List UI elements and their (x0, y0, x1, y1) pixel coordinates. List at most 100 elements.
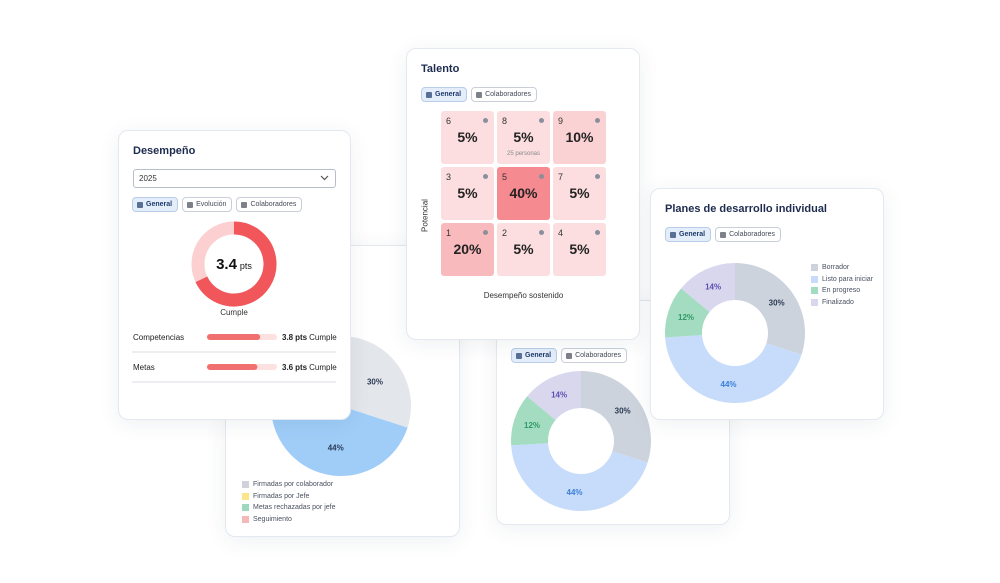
year-select[interactable]: 2025 (133, 169, 336, 188)
tab[interactable]: Colaboradores (715, 227, 781, 242)
matrix-cell: 5 40% (497, 167, 550, 220)
cell-box: 3 (446, 172, 452, 182)
chart-svg: 30% 44% 12% 14% (511, 371, 651, 512)
cell-value: 20% (453, 241, 482, 257)
tab[interactable]: General (665, 227, 712, 242)
desempeno-card: Desempeño 2025 General Evolución Colaborad… (118, 130, 351, 420)
legend-label: Metas rechazadas por jefe (253, 504, 336, 511)
legend-item: Firmadas por Jefe (242, 492, 310, 500)
slice (341, 336, 411, 428)
tab-icon (476, 91, 483, 98)
card-title: Desempeño (133, 145, 196, 157)
slice (581, 371, 651, 463)
tab-bar: General Colaboradores (421, 87, 537, 102)
tab-bar: General Evolución Colaboradores (132, 197, 303, 212)
slice-label: 30% (769, 299, 785, 308)
row-label: Competencias (133, 333, 184, 342)
tab[interactable]: Colaboradores (236, 197, 303, 212)
score-value: 3.4 (216, 256, 238, 273)
matrix-cell: 4 5% (553, 223, 606, 276)
cell-value: 10% (565, 129, 594, 145)
legend-label: Borrador (822, 264, 850, 271)
legend-item: En progreso (811, 287, 860, 294)
legend-item: Metas rechazadas por jefe (242, 504, 336, 511)
cell-value: 5% (569, 185, 590, 201)
tab[interactable]: Evolución (182, 197, 233, 212)
tab-label: Colaboradores (575, 352, 621, 359)
tab-label: Colaboradores (729, 231, 775, 238)
cell-note: 25 personas (506, 151, 541, 157)
slice-label: 12% (524, 421, 540, 430)
legend-label: Finalizado (822, 298, 854, 306)
info-icon (595, 230, 600, 235)
tab[interactable]: General (132, 197, 179, 212)
info-icon (539, 174, 544, 179)
slice-label: 44% (567, 488, 583, 497)
legend-label: Firmadas por Jefe (253, 492, 310, 500)
tab[interactable]: General (511, 348, 558, 363)
legend-label: Listo para iniciar (822, 275, 873, 283)
matrix-cell: 9 10% (553, 111, 606, 164)
score-status: Cumple (220, 308, 248, 317)
legend-swatch (811, 298, 818, 306)
slice-label: 44% (328, 444, 344, 453)
slice (665, 288, 710, 338)
info-icon (483, 230, 488, 235)
tab-icon (720, 231, 727, 238)
tab[interactable]: General (421, 87, 468, 102)
slice (511, 443, 648, 512)
info-icon (539, 230, 544, 235)
talento-card: Talento General Colaboradores 6 5% 8 5% 25 per… (406, 48, 640, 340)
tab[interactable]: Colaboradores (561, 348, 627, 363)
tab-icon (566, 352, 573, 359)
legend-swatch (242, 481, 249, 488)
cell-value: 5% (569, 241, 590, 257)
legend-item: Listo para iniciar (811, 275, 873, 283)
legend-item: Seguimiento (242, 515, 292, 523)
chart-svg: 30% 44% 12% 14% (665, 263, 805, 403)
tab-icon (187, 201, 194, 208)
tab-icon (670, 231, 676, 238)
row-unit: pts (295, 333, 308, 342)
legend-item: Finalizado (811, 298, 854, 306)
tab-label: General (525, 352, 552, 359)
legend-item: Borrador (811, 264, 849, 271)
cell-value: 5% (513, 241, 534, 257)
tab[interactable]: Colaboradores (471, 87, 537, 102)
cell-box: 8 (502, 116, 508, 126)
tab-label: General (435, 91, 462, 98)
tab-label: Colaboradores (250, 201, 297, 208)
legend-label: Firmadas por colaborador (253, 481, 334, 488)
slice (527, 371, 581, 420)
tab-icon (241, 201, 248, 208)
matrix-cell: 6 5% (441, 111, 494, 164)
tab-label: General (679, 231, 706, 238)
planes-card: Planes de desarrollo individual General C… (650, 188, 884, 420)
legend-label: Seguimiento (253, 515, 292, 523)
slice-label: 30% (367, 377, 383, 386)
slice (665, 335, 802, 403)
row-value: 3.6 (282, 363, 294, 372)
row-score: 3.8 pts Cumple (282, 333, 337, 342)
cell-value: 5% (513, 129, 534, 145)
legend-swatch (811, 275, 818, 283)
legend-swatch (811, 264, 818, 271)
score: 3.4 pts (216, 256, 252, 273)
info-icon (539, 118, 544, 123)
info-icon (595, 174, 600, 179)
cell-box: 9 (558, 116, 564, 126)
tab-bar: General Colaboradores (665, 227, 781, 242)
row-unit: pts (295, 363, 308, 372)
tab-icon (426, 91, 432, 98)
slice-label: 44% (721, 380, 737, 389)
matrix-cell: 7 5% (553, 167, 606, 220)
cell-box: 5 (502, 172, 508, 182)
tab-label: Evolución (196, 201, 227, 208)
slice-label: 12% (678, 313, 694, 322)
matrix-cell: 3 5% (441, 167, 494, 220)
cell-box: 2 (502, 228, 508, 238)
slice-label: 14% (551, 390, 567, 399)
